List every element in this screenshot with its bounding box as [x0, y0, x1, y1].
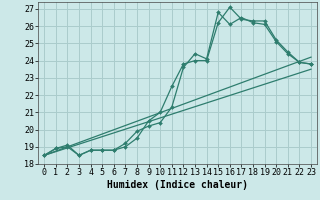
X-axis label: Humidex (Indice chaleur): Humidex (Indice chaleur): [107, 180, 248, 190]
